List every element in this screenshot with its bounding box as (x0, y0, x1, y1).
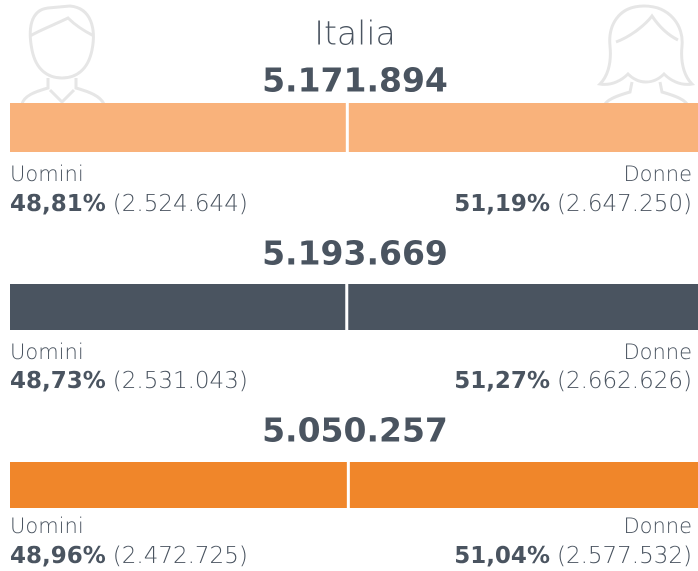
woman-icon (596, 4, 696, 107)
percent-label: 51,19% (454, 191, 550, 217)
bar-segment (10, 462, 347, 508)
total-label: 5.171.894 (262, 61, 448, 100)
count-label: (2.647.250) (557, 191, 692, 217)
bar-segment (348, 103, 698, 152)
percent-label: 51,27% (454, 368, 550, 394)
count-label: (2.577.532) (557, 543, 692, 569)
man-icon (20, 4, 106, 105)
category-label: Uomini (10, 162, 84, 186)
count-label: (2.524.644) (113, 191, 248, 217)
bar-segment (10, 103, 346, 152)
category-label: Uomini (10, 514, 84, 538)
category-label: Donne (623, 514, 692, 538)
value-line: 51,27% (2.662.626) (454, 368, 692, 394)
bar-segment (349, 462, 698, 508)
count-label: (2.531.043) (113, 368, 248, 394)
count-label: (2.472.725) (113, 543, 248, 569)
value-line: 48,81% (2.524.644) (10, 191, 248, 217)
value-line: 51,04% (2.577.532) (454, 543, 692, 569)
bar-segment (10, 284, 346, 330)
count-label: (2.662.626) (557, 368, 692, 394)
total-label: 5.193.669 (262, 234, 448, 273)
total-label: 5.050.257 (262, 411, 448, 450)
percent-label: 48,73% (10, 368, 106, 394)
category-label: Donne (623, 162, 692, 186)
bar-segment (348, 284, 698, 330)
value-line: 48,96% (2.472.725) (10, 543, 248, 569)
category-label: Uomini (10, 340, 84, 364)
category-label: Donne (623, 340, 692, 364)
percent-label: 48,96% (10, 543, 106, 569)
percent-label: 51,04% (454, 543, 550, 569)
percent-label: 48,81% (10, 191, 106, 217)
heading: Italia (314, 14, 395, 53)
value-line: 48,73% (2.531.043) (10, 368, 248, 394)
value-line: 51,19% (2.647.250) (454, 191, 692, 217)
